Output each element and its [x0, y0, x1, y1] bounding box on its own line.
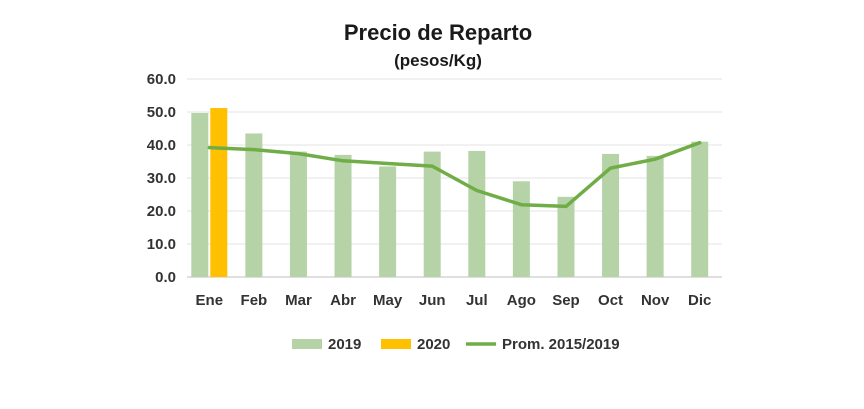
- average-point: [475, 189, 479, 193]
- y-tick-label: 10.0: [147, 236, 176, 253]
- legend-swatch: [381, 339, 411, 349]
- x-tick-label: Sep: [552, 292, 580, 309]
- y-tick-label: 60.0: [147, 71, 176, 88]
- bar-2019: [289, 151, 307, 277]
- average-point: [252, 148, 256, 152]
- bar-2019: [423, 151, 441, 277]
- legend-label: 2019: [328, 336, 361, 353]
- y-tick-label: 50.0: [147, 104, 176, 121]
- chart-title: Precio de Reparto: [344, 20, 532, 45]
- y-tick-label: 30.0: [147, 170, 176, 187]
- x-tick-label: Abr: [330, 292, 356, 309]
- legend-label: 2020: [417, 336, 450, 353]
- x-tick-label: Feb: [241, 292, 268, 309]
- bar-2019: [557, 196, 575, 277]
- bar-2019: [334, 154, 352, 277]
- x-tick-label: Ene: [196, 292, 224, 309]
- average-point: [564, 204, 568, 208]
- legend-label: Prom. 2015/2019: [502, 336, 620, 353]
- x-axis-labels: Ene Feb Mar Abr May Jun Jul Ago Sep Oct Nov Dic: [196, 292, 712, 309]
- y-tick-label: 20.0: [147, 203, 176, 220]
- x-tick-label: Ago: [507, 292, 536, 309]
- y-tick-label: 0.0: [155, 269, 176, 286]
- x-tick-label: Mar: [285, 292, 312, 309]
- average-line-group: [207, 140, 702, 209]
- bar-2019: [468, 150, 486, 277]
- bars: [191, 108, 709, 278]
- average-point: [698, 141, 702, 145]
- y-axis-labels: 0.0 10.0 20.0 30.0 40.0 50.0 60.0: [147, 71, 176, 286]
- bar-2019: [191, 112, 209, 278]
- x-tick-label: Nov: [641, 292, 670, 309]
- average-line: [207, 140, 702, 209]
- x-tick-label: Jul: [466, 292, 488, 309]
- x-tick-label: Oct: [598, 292, 623, 309]
- y-tick-label: 40.0: [147, 137, 176, 154]
- x-tick-label: Jun: [419, 292, 446, 309]
- chart-subtitle: (pesos/Kg): [394, 51, 482, 70]
- average-point: [519, 203, 523, 207]
- bar-2019: [691, 141, 709, 277]
- average-point: [341, 159, 345, 163]
- x-tick-label: Dic: [688, 292, 711, 309]
- average-point: [207, 146, 211, 150]
- legend: 2019 2020 Prom. 2015/2019: [292, 336, 620, 353]
- bar-2019: [379, 166, 397, 277]
- gridlines: [187, 78, 722, 278]
- bar-2019: [512, 181, 530, 277]
- average-point: [296, 152, 300, 156]
- legend-swatch: [292, 339, 322, 349]
- bar-2020: [210, 108, 228, 277]
- average-point: [653, 157, 657, 161]
- x-tick-label: May: [373, 292, 403, 309]
- average-point: [386, 161, 390, 165]
- average-point: [430, 164, 434, 168]
- bar-2019: [602, 153, 620, 277]
- average-point: [609, 166, 613, 170]
- bar-2019: [646, 155, 664, 277]
- bar-2019: [245, 133, 263, 277]
